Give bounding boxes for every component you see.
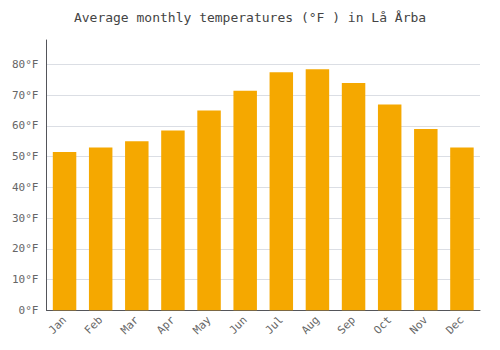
svg-text:Aug: Aug	[299, 314, 322, 337]
svg-text:60°F: 60°F	[12, 119, 39, 132]
svg-text:20°F: 20°F	[12, 242, 39, 255]
svg-text:Jun: Jun	[227, 314, 250, 337]
svg-text:Nov: Nov	[407, 313, 430, 336]
svg-text:30°F: 30°F	[12, 212, 39, 225]
svg-text:10°F: 10°F	[12, 273, 39, 286]
svg-text:Dec: Dec	[443, 314, 466, 337]
svg-text:Sep: Sep	[335, 314, 358, 337]
svg-text:Mar: Mar	[118, 313, 141, 336]
svg-text:Feb: Feb	[82, 314, 105, 337]
svg-text:70°F: 70°F	[12, 89, 39, 102]
svg-text:50°F: 50°F	[12, 150, 39, 163]
svg-text:0°F: 0°F	[19, 304, 39, 317]
svg-text:Jan: Jan	[46, 314, 69, 337]
svg-text:40°F: 40°F	[12, 181, 39, 194]
svg-text:May: May	[190, 313, 213, 336]
svg-text:80°F: 80°F	[12, 58, 39, 71]
svg-text:Oct: Oct	[371, 314, 394, 337]
svg-text:Jul: Jul	[263, 314, 286, 337]
svg-text:Average monthly temperatures (: Average monthly temperatures (°F ) in Lå…	[74, 10, 426, 25]
svg-text:Apr: Apr	[154, 313, 177, 336]
